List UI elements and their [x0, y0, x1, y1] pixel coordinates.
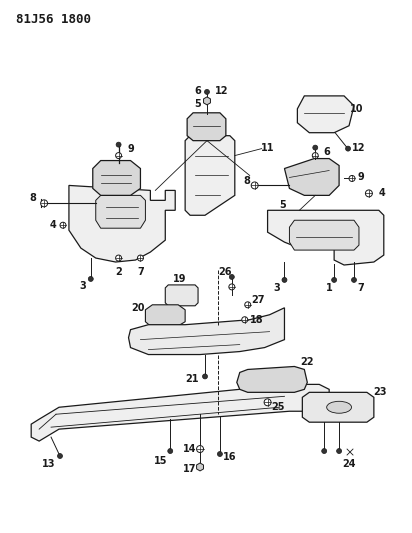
Circle shape	[349, 175, 355, 181]
Circle shape	[203, 374, 208, 379]
Circle shape	[312, 152, 318, 158]
Text: 12: 12	[215, 86, 229, 96]
Circle shape	[229, 284, 235, 290]
Polygon shape	[204, 97, 211, 105]
Text: 24: 24	[342, 459, 356, 469]
Polygon shape	[284, 158, 339, 196]
Polygon shape	[69, 185, 175, 262]
Circle shape	[58, 454, 63, 458]
Text: 9: 9	[127, 143, 134, 154]
Circle shape	[264, 399, 271, 406]
Circle shape	[88, 277, 93, 281]
Text: 11: 11	[261, 143, 274, 152]
Text: 81J56 1800: 81J56 1800	[16, 13, 91, 26]
Circle shape	[218, 451, 222, 456]
Text: 5: 5	[279, 200, 286, 211]
Text: 5: 5	[195, 99, 201, 109]
Circle shape	[346, 146, 351, 151]
Text: 7: 7	[358, 283, 364, 293]
Circle shape	[365, 190, 372, 197]
Polygon shape	[267, 211, 384, 265]
Text: 4: 4	[50, 220, 56, 230]
Text: 1: 1	[326, 283, 332, 293]
Circle shape	[322, 449, 327, 454]
Circle shape	[116, 255, 122, 261]
Text: 20: 20	[132, 303, 145, 313]
Text: 23: 23	[373, 387, 386, 397]
Polygon shape	[187, 113, 226, 141]
Text: 21: 21	[185, 374, 199, 384]
Text: 3: 3	[80, 281, 86, 291]
Text: 6: 6	[324, 147, 330, 157]
Text: 2: 2	[115, 267, 122, 277]
Circle shape	[332, 278, 337, 282]
Text: 7: 7	[137, 267, 144, 277]
Circle shape	[242, 317, 248, 322]
Polygon shape	[290, 220, 359, 250]
Text: 6: 6	[195, 86, 201, 96]
Circle shape	[204, 90, 209, 94]
Circle shape	[245, 302, 250, 308]
Circle shape	[251, 182, 258, 189]
Circle shape	[282, 278, 287, 282]
Circle shape	[116, 142, 121, 147]
Polygon shape	[297, 96, 354, 133]
Polygon shape	[145, 305, 185, 328]
Polygon shape	[197, 463, 204, 471]
Circle shape	[41, 200, 47, 207]
Text: 13: 13	[42, 459, 56, 469]
Circle shape	[60, 222, 66, 228]
Text: 16: 16	[223, 452, 236, 462]
Text: 4: 4	[379, 188, 385, 198]
Text: 3: 3	[273, 283, 280, 293]
Text: 14: 14	[183, 444, 197, 454]
Text: 9: 9	[358, 173, 364, 182]
Circle shape	[351, 278, 356, 282]
Polygon shape	[237, 367, 307, 392]
Text: 10: 10	[350, 104, 364, 114]
Text: 22: 22	[301, 357, 314, 367]
Text: 19: 19	[173, 274, 187, 284]
Text: 15: 15	[154, 456, 167, 466]
Text: 26: 26	[218, 267, 232, 277]
Polygon shape	[129, 308, 284, 354]
Polygon shape	[302, 392, 374, 422]
Text: 8: 8	[243, 176, 250, 187]
Circle shape	[138, 255, 143, 261]
Text: 25: 25	[271, 402, 284, 412]
Polygon shape	[96, 196, 145, 228]
Circle shape	[168, 449, 173, 454]
Polygon shape	[31, 384, 329, 441]
Text: 17: 17	[183, 464, 197, 474]
Polygon shape	[165, 285, 198, 306]
Circle shape	[229, 274, 234, 279]
Circle shape	[197, 446, 204, 453]
Text: 12: 12	[352, 143, 366, 152]
Circle shape	[116, 152, 122, 158]
Text: 8: 8	[30, 193, 37, 204]
Polygon shape	[185, 136, 235, 215]
Text: 27: 27	[251, 295, 265, 305]
Ellipse shape	[327, 401, 351, 413]
Circle shape	[337, 449, 342, 454]
Text: 18: 18	[250, 314, 263, 325]
Circle shape	[313, 145, 318, 150]
Polygon shape	[93, 160, 140, 196]
